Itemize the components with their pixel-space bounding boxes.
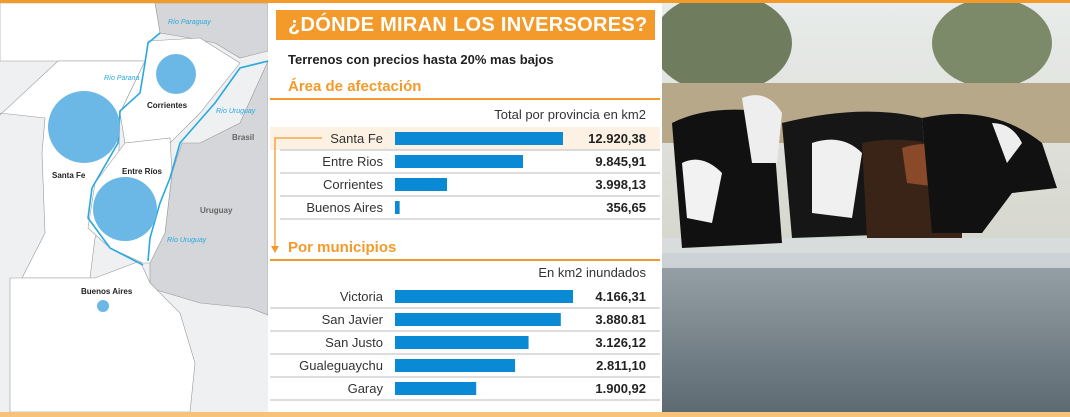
category-label: Santa Fe [330, 131, 383, 146]
bar [395, 201, 400, 214]
infographic-panel: ¿DÓNDE MIRAN LOS INVERSORES? Terrenos co… [270, 3, 660, 412]
bar [395, 359, 516, 372]
bubble-entre-rios [93, 177, 157, 241]
bar [395, 155, 524, 168]
bar [395, 313, 561, 326]
unit-label: Total por provincia en km2 [494, 107, 646, 122]
page-title: ¿DÓNDE MIRAN LOS INVERSORES? [276, 10, 655, 40]
category-label: Corrientes [323, 177, 383, 192]
value-label: 4.166,31 [595, 289, 646, 304]
value-label: 3.126,12 [595, 335, 646, 350]
category-label: Victoria [340, 289, 384, 304]
bar [395, 132, 563, 145]
value-label: 3.880.81 [595, 312, 646, 327]
connector-arrow [271, 246, 279, 253]
bubble-buenos-aires [97, 300, 109, 312]
bubble-corrientes [156, 54, 196, 94]
bar [395, 336, 529, 349]
value-label: 2.811,10 [596, 358, 646, 373]
river-label: Río Uruguay [216, 108, 256, 115]
value-label: 1.900,92 [595, 381, 646, 396]
bar [395, 290, 573, 303]
category-label: San Justo [325, 335, 383, 350]
subtitle: Terrenos con precios hasta 20% mas bajos [288, 52, 554, 67]
region-map: Río Paraguay Río Paraná Río Uruguay Río … [0, 2, 269, 413]
value-label: 12.920,38 [588, 131, 646, 146]
value-label: 3.998,13 [595, 177, 646, 192]
connector-line [274, 137, 322, 248]
category-label: Garay [348, 381, 384, 396]
river-label: Río Paraná [104, 75, 140, 82]
cows-in-flood-photo [662, 3, 1070, 412]
divider [270, 259, 660, 261]
divider [270, 98, 660, 100]
bottom-border [0, 412, 1070, 417]
value-label: 9.845,91 [595, 154, 646, 169]
river-label: Río Uruguay [167, 237, 207, 244]
category-label: San Javier [322, 312, 384, 327]
bubble-santa-fe [48, 91, 120, 163]
province-label: Buenos Aires [81, 287, 133, 296]
section-title: Área de afectación [288, 78, 422, 95]
bar-chart: Santa Fe 12.920,38 Entre Rios 9.845,91 Corri… [270, 127, 660, 401]
river-label: Río Paraguay [168, 19, 211, 26]
bar [395, 178, 447, 191]
unit-label: En km2 inundados [538, 265, 646, 280]
section-title: Por municipios [288, 239, 397, 256]
top-border [0, 0, 1070, 3]
province-label: Santa Fe [52, 171, 86, 180]
category-label: Gualeguaychu [299, 358, 383, 373]
province-label: Corrientes [147, 101, 188, 110]
bar [395, 382, 477, 395]
category-label: Entre Rios [322, 154, 383, 169]
category-label: Buenos Aires [306, 200, 383, 215]
province-label: Entre Ríos [122, 167, 163, 176]
value-label: 356,65 [606, 200, 646, 215]
country-label: Uruguay [200, 206, 233, 215]
country-label: Brasil [232, 133, 254, 142]
